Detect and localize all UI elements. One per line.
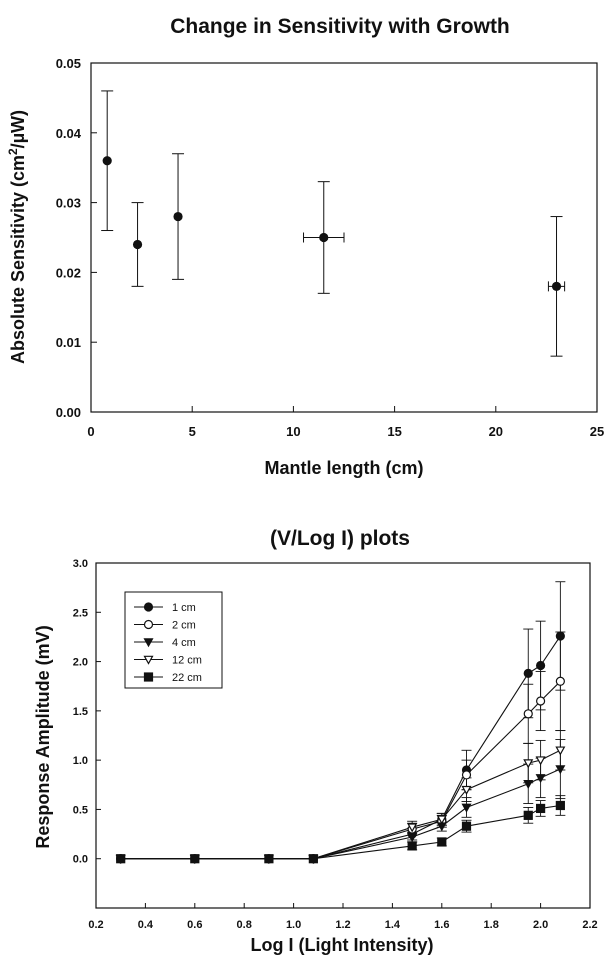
series-line-22-cm [120, 804, 561, 860]
chart1-x-tick-label: 20 [489, 424, 503, 439]
chart1-x-tick-label: 0 [87, 424, 94, 439]
chart1-data [101, 90, 566, 357]
chart1-y-tick-label: 0.04 [56, 126, 82, 141]
chart2-data [115, 581, 566, 864]
chart2-title: (V/Log I) plots [270, 527, 410, 550]
legend-marker-12-cm [143, 655, 154, 665]
legend-label-12-cm: 12 cm [172, 655, 202, 667]
series-point-1-cm [555, 631, 565, 641]
chart1-x-tick-label: 5 [189, 424, 196, 439]
legend-box [124, 591, 223, 689]
chart2-x-tick-label: 2.2 [582, 919, 597, 931]
chart1-y-tick-label: 0.05 [56, 56, 81, 71]
chart2-y-tick-label: 3.0 [73, 558, 88, 570]
chart1-y-axis-label: Absolute Sensitivity (cm2/µW) [6, 110, 28, 364]
series-point-22-cm [461, 821, 472, 831]
chart2-x-tick-label: 1.0 [286, 919, 301, 931]
chart2-ticks: 0.2 0.4 0.6 0.8 1.0 1.2 1.4 1.6 1.8 2.0 2.2 0.0 0.5 1… [73, 558, 598, 931]
series-point-12-cm [555, 746, 566, 756]
chart-v-log-i: (V/Log I) plots 0.2 0.4 0.6 0.8 1.0 1.2 1.4 1.6… [33, 527, 598, 955]
series-point-22-cm [407, 841, 417, 851]
chart1-ticks: 0 5 10 15 20 25 0.00 0.01 0.02 0.03 0.04 0.05 [56, 56, 605, 439]
chart2-x-tick-label: 0.6 [187, 919, 202, 931]
series-point-12-cm [535, 756, 546, 766]
chart2-x-tick-label: 0.8 [237, 919, 252, 931]
series-line-2-cm [120, 680, 561, 860]
chart1-y-tick-label: 0.00 [56, 405, 81, 420]
legend-label-2-cm: 2 cm [172, 620, 196, 632]
series-point-1-cm [523, 668, 533, 679]
series-point-22-cm [523, 810, 533, 820]
series-line-4-cm [120, 768, 561, 860]
legend-marker-4-cm [143, 638, 154, 648]
series-point-2-cm [555, 676, 565, 686]
series-point-12-cm [523, 759, 534, 769]
chart1-data-point [132, 239, 143, 250]
legend-label-4-cm: 4 cm [172, 637, 196, 649]
chart-sensitivity: Change in Sensitivity with Growth 0 5 10 15… [6, 15, 604, 478]
series-line-12-cm [120, 749, 561, 860]
series-point-22-cm [308, 854, 318, 864]
chart1-title: Change in Sensitivity with Growth [170, 15, 510, 38]
series-point-12-cm [407, 823, 418, 833]
chart1-y-axis-label-tail: /µW) [8, 110, 28, 148]
chart2-x-tick-label: 1.6 [434, 919, 449, 931]
legend-marker-2-cm [143, 619, 154, 630]
chart2-y-tick-label: 1.5 [73, 706, 88, 718]
series-point-12-cm [461, 785, 472, 795]
series-point-2-cm [535, 696, 546, 706]
series-point-4-cm [407, 833, 418, 843]
legend-label-22-cm: 22 cm [172, 672, 202, 684]
series-point-2-cm [461, 770, 472, 780]
chart1-data-point [319, 232, 329, 243]
chart2-x-tick-label: 2.0 [533, 919, 548, 931]
series-point-2-cm [523, 709, 533, 719]
chart1-plot-frame [90, 62, 598, 413]
chart1-y-axis-label-sup: 2 [6, 148, 20, 155]
series-point-4-cm [535, 774, 546, 784]
series-point-4-cm [523, 779, 534, 790]
series-point-22-cm [437, 837, 447, 847]
chart1-x-tick-label: 15 [387, 424, 401, 439]
chart2-y-tick-label: 0.0 [73, 854, 88, 866]
chart2-y-tick-label: 2.5 [73, 607, 88, 619]
chart1-data-point [551, 281, 562, 291]
chart1-x-tick-label: 25 [590, 424, 604, 439]
chart1-y-axis-label-main: Absolute Sensitivity (cm [8, 155, 28, 364]
chart2-y-axis-label: Response Amplitude (mV) [33, 625, 53, 848]
legend-marker-1-cm [143, 602, 154, 612]
chart2-y-tick-label: 0.5 [73, 804, 88, 816]
chart2-x-axis-label: Log I (Light Intensity) [251, 935, 434, 955]
chart2-legend: 1 cm 2 cm 4 cm 12 cm 22 cm [124, 591, 223, 689]
legend-label-1-cm: 1 cm [172, 602, 196, 614]
chart1-x-tick-label: 10 [286, 424, 300, 439]
series-point-22-cm [555, 800, 565, 811]
series-point-4-cm [461, 803, 472, 813]
chart1-x-axis-label: Mantle length (cm) [264, 458, 423, 478]
chart2-y-tick-label: 2.0 [73, 657, 88, 669]
series-point-22-cm [116, 854, 126, 864]
series-point-12-cm [436, 815, 447, 825]
legend-marker-22-cm [143, 672, 154, 682]
chart2-y-tick-label: 1.0 [73, 755, 88, 767]
chart2-x-tick-label: 1.8 [484, 919, 499, 931]
chart2-x-tick-label: 0.2 [88, 919, 103, 931]
chart1-data-point [173, 211, 183, 222]
chart1-data-point [102, 156, 112, 166]
chart1-y-tick-label: 0.02 [56, 265, 81, 280]
series-point-22-cm [535, 803, 546, 814]
series-point-4-cm [555, 765, 566, 775]
chart2-x-tick-label: 0.4 [138, 919, 154, 931]
chart2-x-tick-label: 1.4 [385, 919, 401, 931]
chart2-x-tick-label: 1.2 [335, 919, 350, 931]
chart1-y-tick-label: 0.01 [56, 335, 81, 350]
series-point-22-cm [264, 854, 274, 864]
series-point-1-cm [535, 660, 546, 671]
series-point-22-cm [190, 854, 200, 864]
chart1-y-tick-label: 0.03 [56, 196, 81, 211]
